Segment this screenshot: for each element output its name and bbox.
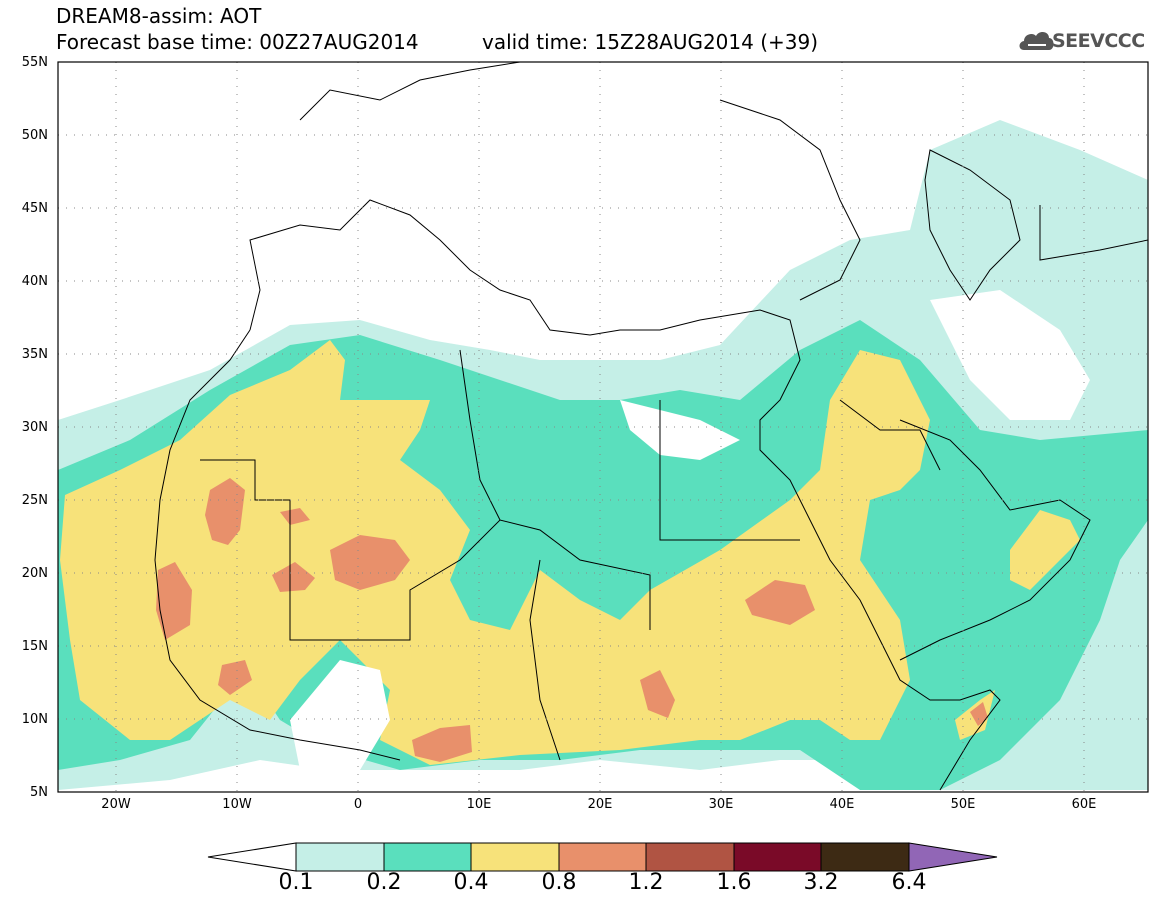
colorbar-box: [645, 842, 735, 872]
lat-tick-label: 10N: [21, 712, 48, 727]
coastline: [719, 99, 861, 301]
colorbar-box: [383, 842, 472, 872]
colorbar-min-arrow: [207, 842, 297, 872]
lon-tick-label: 60E: [1071, 797, 1097, 812]
aot-contour-0.4: [60, 340, 930, 765]
colorbar-level-label: 1.6: [716, 870, 752, 895]
base-time-label: Forecast base time: 00Z27AUG2014: [56, 30, 419, 54]
coastline: [899, 419, 1091, 661]
lon-tick-label: 20E: [587, 797, 613, 812]
colorbar-level-label: 0.2: [366, 870, 402, 895]
colorbar-box: [295, 842, 385, 872]
lon-tick-label: 10W: [222, 797, 252, 812]
model-title: DREAM8-assim: AOT: [56, 4, 262, 28]
colorbar-level-label: 0.8: [541, 870, 577, 895]
lat-tick-label: 55N: [21, 55, 48, 70]
lat-tick-label: 5N: [30, 785, 48, 800]
aot-contour-0.8: [205, 478, 245, 545]
coastline: [924, 149, 1021, 301]
colorbar-level-label: 6.4: [891, 870, 927, 895]
colorbar-box: [470, 842, 560, 872]
aot-contour-0.8: [280, 508, 310, 525]
valid-time-label: valid time: 15Z28AUG2014 (+39): [482, 30, 819, 54]
lat-tick-label: 35N: [21, 347, 48, 362]
colorbar-level-label: 3.2: [803, 870, 839, 895]
clear-area: [930, 290, 1090, 420]
coastline: [154, 329, 401, 761]
aot-contour-0.8: [156, 562, 192, 640]
coastline: [299, 62, 521, 121]
lat-tick-label: 30N: [21, 420, 48, 435]
country-border: [839, 399, 941, 471]
aot-contour-0.4: [1010, 510, 1080, 590]
colorbar-box: [820, 842, 910, 872]
lat-tick-label: 25N: [21, 493, 48, 508]
country-border: [529, 559, 561, 761]
coastline: [249, 199, 1001, 791]
clear-area: [360, 250, 800, 340]
aot-contour-0.8: [272, 562, 315, 592]
lat-tick-label: 40N: [21, 274, 48, 289]
country-border: [1039, 205, 1148, 261]
colorbar-box: [558, 842, 647, 872]
lon-tick-label: 20W: [101, 797, 131, 812]
aot-contour-0.8: [218, 660, 252, 695]
lon-tick-label: 50E: [950, 797, 976, 812]
aot-contour-0.8: [412, 725, 472, 762]
country-border: [200, 459, 651, 641]
lon-tick-label: 10E: [466, 797, 492, 812]
lon-tick-label: 30E: [708, 797, 734, 812]
lon-tick-label: 40E: [829, 797, 855, 812]
logo-text: SEEVCCC: [1052, 30, 1145, 52]
lat-tick-label: 50N: [21, 128, 48, 143]
colorbar-level-label: 0.4: [453, 870, 489, 895]
aot-contour-0.8: [640, 670, 675, 718]
aot-contour-0.8: [970, 702, 988, 726]
cloud-logo-icon: [1019, 32, 1054, 50]
colorbar: [207, 842, 998, 872]
lon-tick-label: 0: [353, 797, 363, 812]
aot-contour-0.8: [330, 535, 410, 590]
map-frame: [57, 61, 1149, 793]
lat-tick-label: 20N: [21, 566, 48, 581]
clear-area: [620, 400, 740, 460]
country-border: [659, 400, 800, 541]
lat-tick-label: 45N: [21, 201, 48, 216]
colorbar-level-label: 1.2: [628, 870, 664, 895]
colorbar-box: [733, 842, 822, 872]
lat-tick-label: 15N: [21, 639, 48, 654]
colorbar-max-arrow: [908, 842, 998, 872]
colorbar-level-label: 0.1: [278, 870, 314, 895]
aot-contour-0.8: [745, 580, 815, 625]
